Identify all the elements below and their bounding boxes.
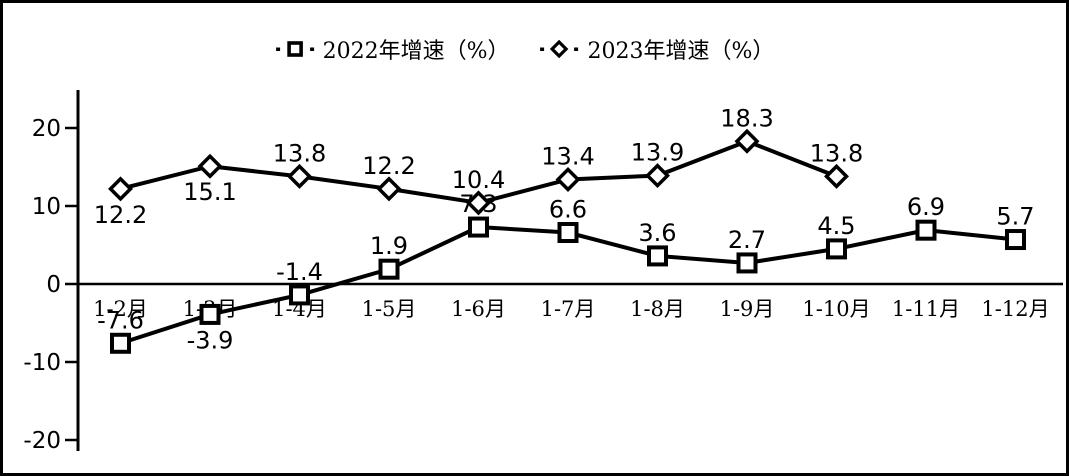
data-label: 18.3 (720, 104, 773, 132)
data-label: 15.1 (183, 178, 236, 206)
data-label: 6.9 (907, 193, 945, 221)
diamond-data-marker (287, 163, 312, 189)
square-data-marker (736, 252, 758, 274)
data-label: 13.4 (541, 142, 594, 170)
diamond-data-marker (555, 167, 581, 192)
diamond-data-marker (197, 153, 223, 179)
data-label: 5.7 (996, 203, 1034, 231)
y-tick-label: 20 (32, 116, 61, 142)
data-label: 2.7 (728, 226, 766, 254)
diamond-marker-icon (540, 40, 579, 58)
x-category-label: 1-7月 (541, 297, 596, 321)
data-label: 13.9 (631, 139, 684, 167)
x-category-label: 1-6月 (451, 297, 506, 321)
data-label: 1.9 (370, 232, 408, 260)
legend-item-2023: 2023年增速（%） (540, 33, 775, 65)
diamond-data-marker (108, 176, 133, 202)
legend-item-2022: 2022年增速（%） (275, 33, 510, 65)
data-label: -1.4 (276, 258, 323, 286)
data-label: 6.6 (549, 196, 587, 224)
y-tick-label: 0 (46, 272, 61, 298)
legend-label-2023: 2023年增速（%） (587, 39, 775, 64)
x-category-label: 1-10月 (802, 297, 870, 321)
x-category-label: 1-5月 (362, 297, 417, 321)
data-label: 12.2 (362, 152, 415, 180)
legend-label-2022: 2022年增速（%） (322, 39, 510, 64)
square-data-marker (468, 216, 489, 238)
data-label: 12.2 (94, 201, 147, 229)
square-data-marker (826, 238, 847, 260)
data-label: 3.6 (638, 219, 676, 247)
data-label: 4.5 (817, 212, 855, 240)
x-category-label: 1-2月 (93, 297, 148, 321)
data-label: -3.9 (187, 326, 234, 354)
y-tick-label: 10 (32, 194, 61, 220)
square-data-marker (915, 219, 937, 241)
chart-legend: 2022年增速（%） 2023年增速（%） (275, 33, 775, 65)
square-data-marker (110, 332, 131, 354)
square-data-marker (1005, 229, 1026, 251)
square-data-marker (557, 222, 579, 244)
y-tick-label: -10 (23, 350, 61, 376)
data-label: 13.8 (273, 139, 326, 167)
square-data-marker (199, 303, 221, 325)
diamond-data-marker (824, 163, 849, 189)
x-category-label: 1-11月 (892, 297, 960, 321)
data-label: -7.6 (97, 306, 144, 334)
diamond-data-marker (376, 176, 402, 202)
data-label: 13.8 (810, 139, 863, 167)
x-category-label: 1-8月 (630, 297, 685, 321)
y-tick-label: -20 (23, 428, 61, 454)
diamond-data-marker (466, 190, 491, 216)
line-chart: 20100-10-201-2月1-3月1-4月1-5月1-6月1-7月1-8月1… (23, 90, 1063, 454)
diamond-data-marker (645, 163, 670, 189)
square-marker-icon (275, 41, 314, 57)
x-category-label: 1-9月 (720, 297, 775, 321)
diamond-data-marker (734, 128, 760, 154)
square-data-marker (378, 258, 400, 280)
x-category-label: 1-12月 (981, 297, 1049, 321)
square-data-marker (289, 284, 310, 306)
data-label: 10.4 (452, 166, 505, 194)
square-data-marker (647, 245, 668, 267)
